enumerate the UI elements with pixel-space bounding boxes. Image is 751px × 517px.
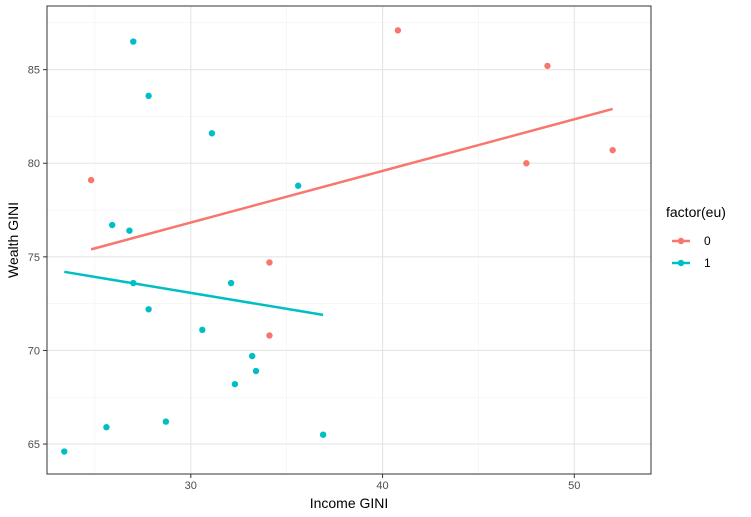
fit-line-series-1 [64,270,324,317]
data-points [61,27,616,455]
legend: factor(eu) 0 1 [666,204,726,270]
data-point-series-1 [108,221,116,229]
data-point-series-0 [87,176,95,184]
data-point-series-1 [199,326,206,334]
legend-key-point [677,259,685,267]
y-tick-label: 80 [28,158,40,170]
x-tick-label: 40 [376,480,388,492]
x-tick-label: 50 [568,480,580,492]
data-point-series-1 [61,448,68,455]
data-point-series-1 [208,130,216,137]
grid [47,6,651,474]
x-tick-label: 30 [185,480,197,492]
data-point-series-0 [544,62,551,70]
data-point-series-1 [103,424,110,431]
y-axis-title: Wealth GINI [5,202,21,278]
legend-title: factor(eu) [666,204,726,220]
legend-key-point [677,237,685,245]
data-point-series-0 [394,27,402,34]
data-point-series-1 [162,418,170,425]
data-point-series-1 [252,367,260,375]
data-point-series-0 [266,332,273,339]
data-point-series-1 [126,227,133,234]
fit-line-series-0 [90,107,613,251]
data-point-series-1 [319,431,327,438]
fit-lines [64,107,613,317]
y-tick-label: 75 [28,252,40,264]
data-point-series-1 [145,306,152,313]
data-point-series-1 [145,92,152,100]
data-point-series-1 [130,279,137,287]
data-point-series-0 [266,259,273,266]
y-tick-label: 65 [28,439,40,451]
data-point-series-0 [609,146,616,154]
data-point-series-1 [231,380,239,388]
data-point-series-1 [294,182,302,189]
y-tick-label: 85 [28,65,40,77]
x-axis-title: Income GINI [310,495,389,511]
data-point-series-1 [130,38,137,45]
legend-label: 0 [704,234,711,248]
data-point-series-1 [227,279,235,287]
panel-border [46,5,652,475]
data-point-series-0 [523,160,530,167]
y-tick-label: 70 [28,345,40,357]
data-point-series-1 [248,352,256,360]
legend-label: 1 [704,256,711,270]
axes: 30 40 50 65 70 75 80 85 [28,65,581,492]
